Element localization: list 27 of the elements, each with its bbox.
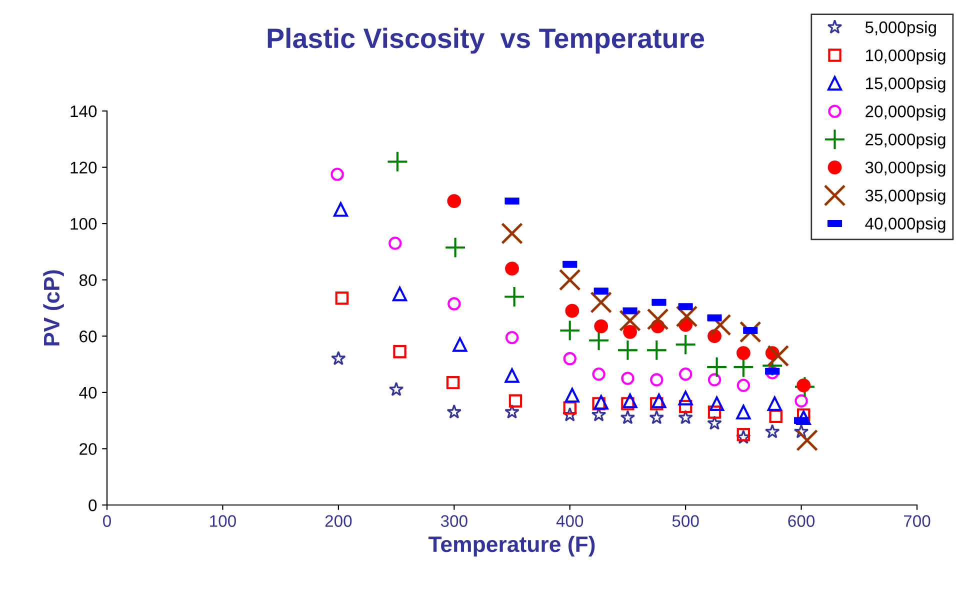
y-tick-label: 20 xyxy=(80,443,97,455)
y-tick-label: 140 xyxy=(70,105,97,118)
x-tick-label: 700 xyxy=(904,515,930,527)
legend-label: 10,000psig xyxy=(866,49,946,65)
legend-label: 30,000psig xyxy=(865,161,946,177)
x-tick-label: 500 xyxy=(672,515,699,527)
y-tick-label: 40 xyxy=(79,386,97,399)
x-tick-label: 0 xyxy=(103,515,111,527)
legend-label: 20,000psig xyxy=(866,105,946,121)
x-axis-title: Temperature (F) xyxy=(428,536,595,557)
y-tick-label: 80 xyxy=(79,274,97,286)
x-tick-label: 300 xyxy=(440,515,468,527)
x-tick-label: 400 xyxy=(556,515,584,527)
legend-label: 15,000psig xyxy=(866,77,946,93)
legend-label: 5,000psig xyxy=(865,20,936,37)
y-tick-label: 120 xyxy=(70,162,97,174)
x-tick-label: 100 xyxy=(210,515,236,527)
y-tick-label: 0 xyxy=(88,499,97,512)
legend-label: 40,000psig xyxy=(865,217,946,233)
chart-title: Plastic Viscosity vs Temperature xyxy=(268,28,704,54)
y-tick-label: 60 xyxy=(80,330,97,342)
legend-label: 35,000psig xyxy=(865,189,946,205)
legend-label: 25,000psig xyxy=(866,133,946,149)
y-axis-title: PV (cP) xyxy=(43,270,64,346)
x-tick-label: 600 xyxy=(788,515,815,527)
x-tick-label: 200 xyxy=(325,515,352,527)
y-tick-label: 100 xyxy=(70,218,97,230)
